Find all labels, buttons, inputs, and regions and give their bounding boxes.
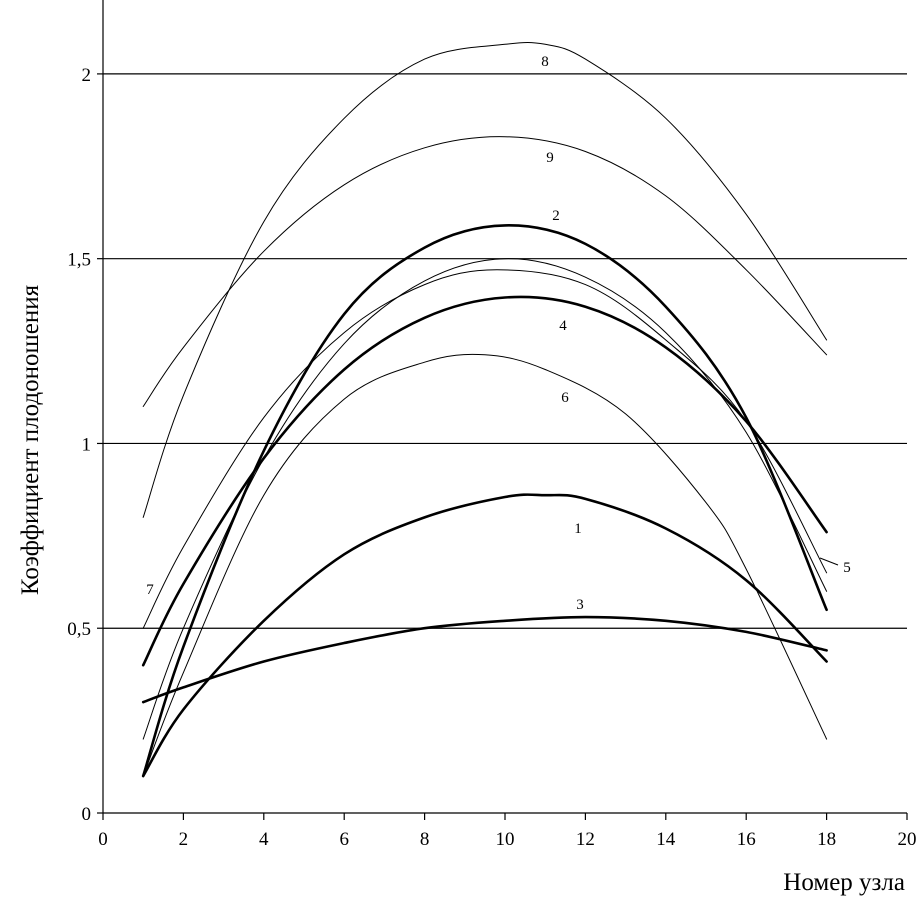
series-line-2: [141, 224, 828, 778]
series-label-2: 2: [552, 208, 560, 224]
y-tick-label: 2: [82, 65, 92, 86]
series-line-5: [142, 258, 828, 740]
x-axis-title: Номер узла: [783, 869, 905, 896]
series-label-8: 8: [541, 54, 549, 70]
x-tick-label: 12: [576, 829, 595, 850]
series-line-8: [142, 42, 828, 518]
series-line-4: [141, 295, 828, 667]
series-label-3: 3: [576, 597, 584, 613]
x-tick-label: 2: [179, 829, 189, 850]
x-tick-label: 16: [737, 829, 756, 850]
y-axis-title: Коэффициент плодоношения: [17, 284, 44, 595]
x-tick-label: 8: [420, 829, 430, 850]
x-tick-label: 14: [656, 829, 676, 850]
x-tick-label: 10: [496, 829, 515, 850]
series-label-9: 9: [546, 150, 554, 166]
series-label-6: 6: [561, 390, 569, 406]
series-label-4: 4: [559, 318, 567, 334]
x-tick-label: 6: [339, 829, 349, 850]
y-tick-label: 1: [82, 434, 92, 455]
x-tick-label: 20: [898, 829, 917, 850]
series-line-7: [142, 269, 828, 629]
series-label-5: 5: [843, 560, 851, 576]
series-label-7: 7: [146, 582, 154, 598]
series-labels: 1 2 3 4 5 6 7 8 9: [146, 54, 851, 613]
x-tick-label: 0: [98, 829, 108, 850]
x-tick-label: 18: [817, 829, 836, 850]
y-tick-label: 1,5: [67, 250, 91, 271]
series-line-1: [141, 493, 828, 778]
series-lines: [141, 42, 828, 778]
x-tick-label: 4: [259, 829, 269, 850]
y-tick-label: 0,5: [67, 619, 91, 640]
y-tick-label: 0: [82, 804, 92, 825]
series-line-3: [141, 615, 828, 704]
series-line-9: [142, 136, 828, 407]
axes: [97, 0, 908, 820]
series-5-leader-line: [819, 557, 839, 566]
series-line-6: [142, 353, 828, 777]
series-label-1: 1: [574, 521, 582, 537]
